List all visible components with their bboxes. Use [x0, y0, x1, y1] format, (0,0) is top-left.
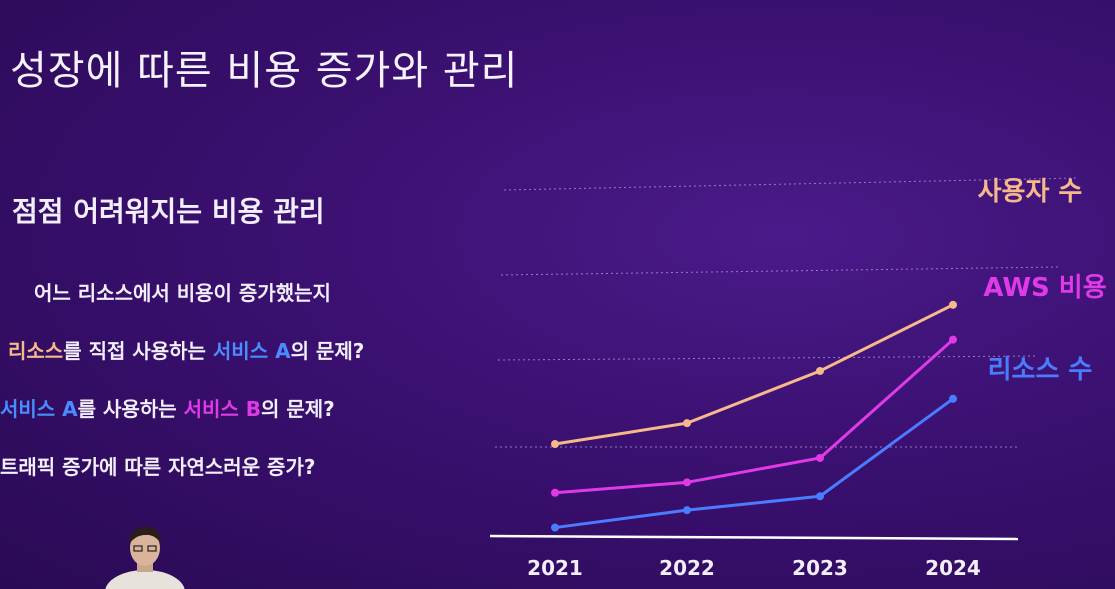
series-label: AWS 비용 [983, 273, 1106, 303]
bullet-item: 리소스를 직접 사용하는 서비스 A의 문제? [0, 336, 364, 394]
series-line [554, 338, 954, 495]
x-tick-label: 2022 [659, 556, 715, 580]
bullet-text: 트래픽 증가에 따른 자연스러운 증가? [0, 455, 316, 479]
data-point [949, 300, 957, 309]
x-axis-line [489, 534, 1019, 541]
data-point [816, 366, 824, 375]
highlight-service-a: 서비스 A [212, 339, 291, 363]
series-label: 리소스 수 [988, 355, 1093, 385]
slide-subtitle: 점점 어려워지는 비용 관리 [12, 195, 325, 228]
series-label: 사용자 수 [978, 177, 1083, 207]
bullet-item: 트래픽 증가에 따른 자연스러운 증가? [0, 452, 364, 510]
bullet-text: 의 문제? [261, 397, 335, 421]
series-group [551, 300, 957, 532]
highlight-service-a: 서비스 A [0, 397, 78, 421]
data-point [683, 506, 691, 515]
data-point [683, 478, 691, 487]
speaker-photo [105, 526, 185, 589]
data-point [551, 523, 559, 532]
grid-lines [495, 177, 1079, 448]
x-tick-label: 2023 [792, 556, 848, 580]
data-point [551, 488, 559, 497]
bullet-item: 어느 리소스에서 비용이 증가했는지 [0, 278, 364, 336]
bullet-list: 어느 리소스에서 비용이 증가했는지 리소스를 직접 사용하는 서비스 A의 문… [0, 278, 364, 510]
data-point [949, 394, 957, 403]
highlight-service-b: 서비스 B [183, 397, 262, 421]
x-tick-label: 2024 [925, 556, 981, 580]
data-point [949, 335, 957, 344]
data-point [551, 440, 559, 449]
series-line [554, 397, 954, 530]
bullet-item: 서비스 A를 사용하는 서비스 B의 문제? [0, 394, 364, 452]
gridline [500, 266, 1059, 276]
highlight-resource: 리소스 [8, 339, 64, 363]
gridline [503, 177, 1079, 191]
data-point [816, 492, 824, 501]
bullet-text: 의 문제? [290, 339, 365, 363]
data-point [816, 453, 824, 462]
slide-title: 성장에 따른 비용 증가와 관리 [10, 48, 519, 94]
data-point [683, 419, 691, 428]
x-axis: 2021 2022 2023 2024 [489, 534, 1019, 580]
gridline [497, 355, 1039, 361]
bullet-text: 를 직접 사용하는 [63, 339, 213, 363]
series-line [554, 303, 954, 446]
bullet-text: 어느 리소스에서 비용이 증가했는지 [34, 281, 331, 305]
x-tick-label: 2021 [527, 556, 583, 580]
bullet-text: 를 사용하는 [77, 397, 184, 421]
